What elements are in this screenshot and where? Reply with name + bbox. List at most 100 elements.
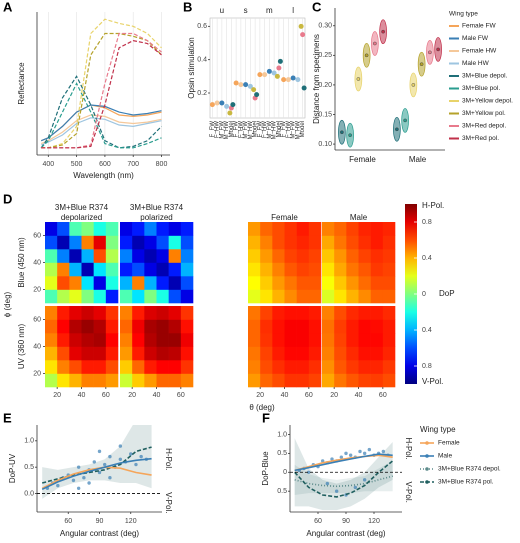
y-tick-label: 40 — [33, 259, 41, 266]
point — [362, 478, 367, 482]
heat-cell — [81, 249, 94, 263]
point — [320, 459, 325, 463]
point — [381, 449, 386, 454]
heat-cell — [180, 319, 194, 334]
heat-cell — [144, 289, 157, 304]
heat-cell — [93, 289, 107, 304]
median — [436, 47, 440, 52]
model-dot — [251, 87, 257, 93]
panel-label: C — [312, 0, 322, 14]
heat-cell — [69, 346, 82, 361]
heat-cell — [284, 360, 297, 374]
model-dot — [300, 32, 306, 38]
heat-cell — [382, 276, 396, 290]
heat-cell — [69, 333, 82, 347]
confidence-band — [294, 438, 393, 511]
plot-area — [40, 18, 162, 149]
median — [340, 130, 344, 135]
heat-cell — [272, 360, 285, 374]
heat-cell — [260, 276, 273, 290]
smooth-line — [41, 446, 152, 484]
heat-cell — [272, 222, 285, 236]
x-tick-label: 20 — [256, 392, 264, 399]
category-label: Model — [229, 121, 235, 137]
model-dot — [254, 92, 260, 98]
y-tick-label: 0.6 — [197, 23, 207, 30]
colorbar-tick-label: 0.8 — [422, 363, 432, 370]
heat-cell — [156, 373, 169, 388]
heat-cell — [284, 262, 297, 277]
heat-cell — [120, 319, 133, 334]
heat-cell — [308, 373, 322, 388]
heat-cell — [346, 333, 359, 347]
median — [403, 118, 407, 123]
spectrum-line — [41, 32, 162, 149]
point — [71, 478, 76, 483]
heat-cell — [69, 289, 82, 304]
heat-cell — [180, 222, 194, 236]
heat-cell — [168, 346, 182, 361]
heat-cell — [120, 306, 133, 320]
heat-cell — [93, 333, 107, 347]
heat-cell — [132, 276, 145, 290]
heat-cell — [57, 262, 70, 277]
heat-cell — [45, 262, 58, 277]
heat-cell — [284, 276, 297, 290]
colorbar-end-label: H-Pol. — [422, 201, 444, 210]
heat-cell — [308, 289, 322, 304]
y-axis-label: DoP-Blue — [261, 451, 270, 486]
heat-cell — [308, 222, 322, 236]
heat-cell — [132, 319, 145, 334]
heat-cell — [180, 235, 194, 250]
heat-cell — [93, 235, 107, 250]
heat-cell — [322, 319, 335, 334]
heat-cell — [370, 333, 384, 347]
heat-cell — [156, 289, 169, 304]
heat-cell — [248, 249, 261, 263]
heat-cell — [120, 373, 133, 388]
heat-cell — [370, 289, 384, 304]
y-tick-label: 0.2 — [197, 90, 207, 97]
heat-cell — [69, 319, 82, 334]
heat-cell — [346, 373, 359, 388]
y-tick-label: 40 — [33, 343, 41, 350]
panel-border — [209, 17, 306, 119]
model-dot — [301, 85, 307, 91]
heat-cell — [346, 360, 359, 374]
heat-cell — [346, 276, 359, 290]
heat-cell — [334, 319, 347, 334]
heat-cell — [120, 235, 133, 250]
heat-cell — [45, 249, 58, 263]
y-tick-label: 60 — [33, 316, 41, 323]
heat-cell — [322, 249, 335, 263]
legend-label: Female — [438, 440, 460, 447]
heat-cell — [57, 249, 70, 263]
pol-label: H-Pol. — [404, 438, 413, 460]
heat-cell — [272, 373, 285, 388]
heat-cell — [322, 276, 335, 290]
colorbar-tick-label: 0.4 — [422, 327, 432, 334]
heat-cell — [334, 333, 347, 347]
heat-cell — [296, 373, 310, 388]
x-tick-label: 60 — [102, 392, 110, 399]
heat-cell — [358, 235, 371, 250]
heat-cell — [144, 319, 157, 334]
heat-cell — [168, 319, 182, 334]
y-axis-label: ϕ (deg) — [3, 291, 12, 317]
x-axis-label: Angular contrast (deg) — [60, 529, 139, 538]
heat-cell — [168, 289, 182, 304]
panel-label: D — [3, 191, 12, 206]
heat-cell — [156, 333, 169, 347]
heat-cell — [81, 235, 94, 250]
colorbar-tick-label: 0.8 — [422, 219, 432, 226]
heat-cell — [144, 262, 157, 277]
heat-cell — [322, 235, 335, 250]
heat-cell — [156, 222, 169, 236]
heat-cell — [260, 346, 273, 361]
heat-cell — [308, 262, 322, 277]
heat-cell — [168, 249, 182, 263]
heat-cell — [334, 346, 347, 361]
heat-cell — [180, 333, 194, 347]
heat-cell — [120, 360, 133, 374]
